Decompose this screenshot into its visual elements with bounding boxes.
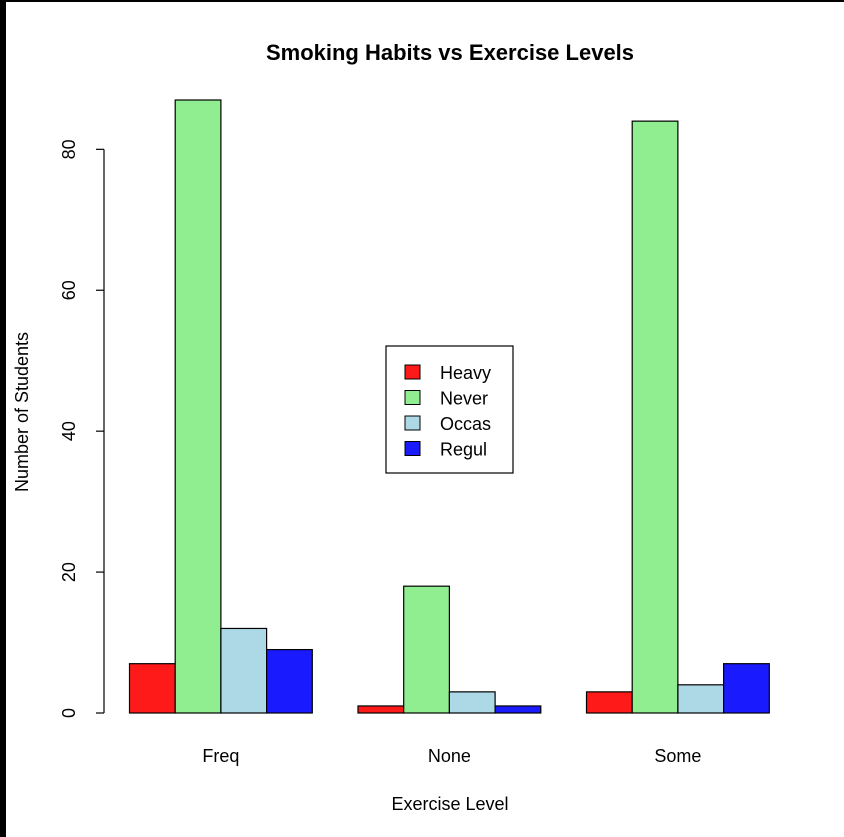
legend: Heavy Never Occas Regul [385, 345, 514, 474]
legend-swatch-heavy [404, 364, 421, 380]
x-tick-label: None [428, 746, 471, 766]
legend-label: Occas [440, 414, 491, 434]
y-tick-label: 60 [59, 280, 79, 300]
bar-freq-heavy [128, 663, 176, 714]
chart-title: Smoking Habits vs Exercise Levels [266, 40, 634, 65]
plot-canvas: Smoking Habits vs Exercise Levels Exerci… [6, 2, 844, 837]
bar-freq-never [174, 99, 222, 714]
x-axis-label: Exercise Level [391, 794, 508, 814]
bar-freq-regul [266, 648, 313, 714]
bar-none-regul [494, 705, 542, 714]
bar-none-heavy [357, 705, 405, 714]
legend-swatch-never [404, 390, 421, 405]
bar-some-never [631, 120, 679, 714]
bar-some-regul [722, 663, 770, 714]
bar-none-never [403, 585, 451, 714]
legend-label: Never [440, 389, 488, 409]
y-axis: 0 20 40 60 80 [59, 139, 105, 718]
bar-some-heavy [585, 691, 633, 714]
y-tick-label: 0 [59, 708, 79, 718]
x-tick-label: Some [654, 746, 701, 766]
bar-chart: Smoking Habits vs Exercise Levels Exerci… [12, 40, 770, 814]
bar-freq-occas [220, 627, 268, 714]
legend-label: Heavy [440, 363, 491, 383]
legend-label: Regul [440, 440, 487, 460]
y-tick-label: 80 [59, 139, 79, 159]
y-tick-label: 20 [59, 562, 79, 582]
bars [128, 99, 770, 714]
legend-swatch-occas [404, 415, 421, 431]
y-tick-label: 40 [59, 421, 79, 441]
bar-some-occas [677, 684, 725, 714]
x-tick-labels: Freq None Some [202, 746, 701, 766]
legend-swatch-regul [404, 441, 421, 456]
x-tick-label: Freq [202, 746, 239, 766]
y-axis-label: Number of Students [12, 332, 32, 492]
bar-none-occas [448, 691, 496, 714]
